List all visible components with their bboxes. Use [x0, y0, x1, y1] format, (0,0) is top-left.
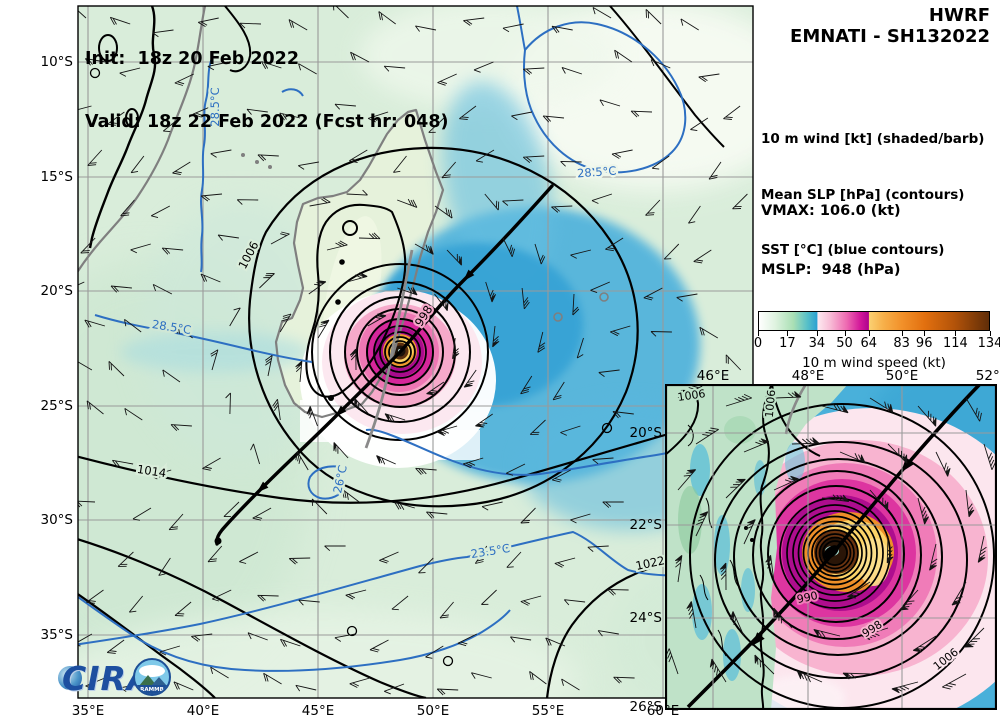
slp-label: 1006 — [763, 389, 778, 418]
vmax-value: VMAX: 106.0 (kt) — [761, 203, 901, 219]
field-legend: 10 m wind [kt] (shaded/barb) Mean SLP [h… — [761, 93, 984, 278]
sst-label: 28.5°C — [208, 87, 222, 126]
inset-grid — [665, 384, 997, 710]
intensity-readout: VMAX: 106.0 (kt) MSLP: 948 (hPa) — [761, 163, 901, 300]
cb-tick: 50 — [836, 336, 853, 351]
x-tick: 50°E — [417, 703, 449, 719]
coastlines — [78, 6, 609, 419]
x-tick: 40°E — [187, 703, 219, 719]
legend-wind: 10 m wind [kt] (shaded/barb) — [761, 131, 985, 147]
main-grid — [78, 6, 753, 698]
wind-barbs-layer — [78, 6, 748, 696]
legend-sst: SST [°C] (blue contours) — [761, 242, 945, 258]
legend-slp: Mean SLP [hPa] (contours) — [761, 186, 965, 203]
inset-map-panel: 1006 1006 990 998 1006 — [665, 384, 997, 710]
inset-coastline — [759, 384, 773, 710]
rammb-label: RAMMB — [140, 687, 164, 693]
storm-track — [214, 184, 554, 546]
storm-id: EMNATI - SH132022 — [790, 26, 990, 47]
inset-gray-track — [784, 384, 808, 435]
axis-labels: 35°E 40°E 45°E 50°E 55°E 60°E 10°S 15°S … — [41, 54, 1000, 719]
x-tick: 60°E — [647, 703, 679, 719]
model-name: HWRF — [928, 5, 990, 26]
inset-y-tick: 26°S — [630, 699, 663, 715]
inset-terrain-contours — [687, 424, 754, 657]
inset-wind-barbs-layer — [665, 384, 996, 694]
y-tick: 20°S — [41, 283, 74, 299]
cb-tick: 114 — [942, 336, 968, 351]
y-tick: 10°S — [41, 54, 74, 70]
init-time: Init: 18z 20 Feb 2022 — [85, 49, 300, 69]
cb-tick: 17 — [779, 336, 796, 351]
x-tick: 55°E — [532, 703, 564, 719]
valid-time: Valid: 18z 22 Feb 2022 (Fcst hr: 048) — [85, 112, 449, 132]
slp-label: 1006 — [677, 387, 707, 404]
y-tick: 15°S — [41, 169, 74, 185]
calm-circles — [89, 67, 613, 667]
colorbar-gradient — [758, 311, 990, 331]
run-title-overlay: Init: 18z 20 Feb 2022 Valid: 18z 22 Feb … — [85, 7, 449, 154]
y-tick: 30°S — [41, 512, 74, 528]
cb-tick: 34 — [808, 336, 826, 351]
colorbar-ticks — [758, 331, 991, 336]
inset-x-tick: 48°E — [792, 368, 824, 384]
cb-tick: 64 — [860, 336, 878, 351]
colorbar: 0 17 34 50 64 83 96 114 134 10 m wind sp… — [754, 311, 1000, 371]
mountain-icon — [139, 675, 157, 686]
sea-band — [135, 685, 169, 694]
inset-slp-contours — [665, 384, 995, 709]
mountain-icon — [151, 677, 167, 686]
cloud-icon — [139, 665, 165, 677]
inset-x-tick: 50°E — [886, 368, 918, 384]
colorbar-tick-labels: 0 17 34 50 64 83 96 114 134 — [754, 336, 1000, 352]
figure-header: HWRF EMNATI - SH132022 — [790, 5, 990, 47]
y-tick: 35°S — [41, 627, 74, 643]
inset-frame — [665, 384, 997, 710]
inset-y-tick: 20°S — [630, 425, 663, 441]
mslp-value: MSLP: 948 (hPa) — [761, 261, 901, 278]
cb-tick: 96 — [915, 336, 933, 351]
inset-slp-rings — [779, 497, 891, 609]
main-map-panel: 1006 998 1014 1022 28.5°C 28.5°C 28.5°C … — [78, 6, 753, 698]
inset-y-tick: 24°S — [630, 610, 663, 626]
cb-tick: 0 — [753, 336, 763, 351]
globe-icon — [58, 666, 82, 690]
cb-tick: 83 — [893, 336, 910, 351]
x-tick: 45°E — [302, 703, 334, 719]
colorbar-title: 10 m wind speed (kt) — [802, 355, 946, 371]
inset-x-tick: 46°E — [697, 368, 729, 384]
main-map-frame — [77, 5, 754, 699]
sst-label: 28.5°C — [577, 164, 617, 181]
x-tick: 35°E — [72, 703, 104, 719]
cb-tick: 134 — [977, 336, 1000, 351]
inset-x-tick: 52°E — [976, 368, 1000, 384]
y-tick: 25°S — [41, 398, 74, 414]
inset-y-tick: 22°S — [630, 517, 663, 533]
rammb-logo: RAMMB — [133, 658, 171, 696]
